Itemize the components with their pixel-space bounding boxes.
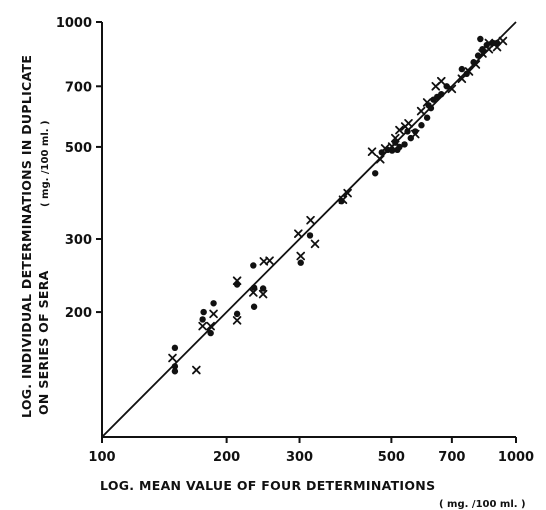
cross-point — [232, 316, 242, 325]
cross-point — [478, 49, 487, 58]
cross-point — [416, 106, 426, 116]
dot-point — [401, 141, 408, 148]
x-axis-label: LOG. MEAN VALUE OF FOUR DETERMINATIONS — [100, 478, 435, 493]
cross-point — [395, 125, 404, 135]
dot-point — [423, 114, 431, 121]
dot-point — [207, 329, 214, 337]
cross-point — [265, 256, 274, 265]
dot-point — [250, 303, 258, 310]
y-axis-label-line2: ON SERIES OF SERA — [36, 270, 51, 415]
cross-point — [484, 38, 494, 48]
tick-labels: 100 200 300 500 700 1000 200 300 500 700 1000 — [56, 16, 534, 465]
y-axis-label-line1: LOG. INDIVIDUAL DETERMINATIONS IN DUPLIC… — [19, 55, 34, 418]
dot-point — [477, 35, 484, 43]
dot-point — [210, 300, 217, 307]
dot-point — [171, 363, 179, 370]
cross-point — [306, 215, 315, 225]
y-tick-label: 500 — [65, 141, 92, 156]
x-tick-label: 1000 — [498, 450, 534, 465]
dot-point — [306, 232, 314, 239]
cross-point — [447, 84, 457, 94]
cross-point — [232, 276, 242, 286]
axes — [101, 22, 516, 438]
dot-point — [259, 285, 267, 292]
cross-point — [471, 60, 481, 69]
data-points — [168, 35, 508, 375]
cross-point — [258, 289, 268, 299]
dot-point — [297, 259, 304, 266]
dot-point — [250, 262, 257, 269]
cross-point — [422, 98, 432, 107]
cross-point — [410, 129, 420, 139]
x-tick-label: 100 — [88, 450, 115, 465]
y-tick-label: 300 — [65, 233, 92, 248]
x-tick-label: 300 — [286, 450, 313, 465]
cross-point — [198, 321, 207, 331]
dot-point — [233, 310, 241, 318]
dot-point — [200, 308, 207, 316]
cross-point — [464, 67, 474, 76]
cross-point — [380, 144, 390, 153]
dot-point — [171, 368, 179, 375]
cross-point — [294, 229, 303, 238]
dot-point — [418, 122, 425, 129]
cross-point — [387, 142, 397, 151]
cross-point — [343, 188, 352, 198]
y-tick-label: 200 — [65, 306, 92, 321]
x-tick-label: 700 — [438, 450, 465, 465]
cross-point — [498, 36, 508, 46]
cross-point — [436, 76, 446, 86]
cross-point — [457, 74, 467, 84]
cross-point — [168, 353, 177, 363]
cross-point — [404, 119, 413, 128]
dot-point — [372, 170, 379, 177]
dot-point — [438, 90, 445, 98]
cross-point — [206, 321, 215, 331]
x-tick-label: 200 — [213, 450, 240, 465]
cross-point — [310, 239, 320, 249]
y-axis-units: ( mg. /100 ml. ) — [40, 120, 51, 207]
cross-point — [484, 44, 494, 54]
y-axis-label-line2-group: ON SERIES OF SERA ( mg. /100 ml. ) — [36, 120, 51, 415]
x-axis-units: ( mg. /100 ml. ) — [439, 499, 526, 510]
dot-point — [199, 316, 206, 323]
dot-point — [458, 65, 466, 73]
dot-point — [171, 344, 179, 352]
x-tick-label: 500 — [378, 450, 405, 465]
cross-point — [338, 195, 348, 205]
y-tick-label: 700 — [65, 80, 92, 95]
y-tick-label: 1000 — [56, 16, 92, 31]
dot-point — [427, 104, 435, 112]
identity-line — [101, 21, 517, 438]
cross-point — [390, 133, 400, 143]
cross-point — [192, 365, 201, 375]
dot-point — [396, 143, 403, 151]
cross-point — [375, 154, 385, 164]
cross-point — [249, 288, 258, 297]
cross-point — [296, 251, 306, 261]
cross-point — [209, 309, 218, 319]
cross-point — [367, 147, 377, 156]
